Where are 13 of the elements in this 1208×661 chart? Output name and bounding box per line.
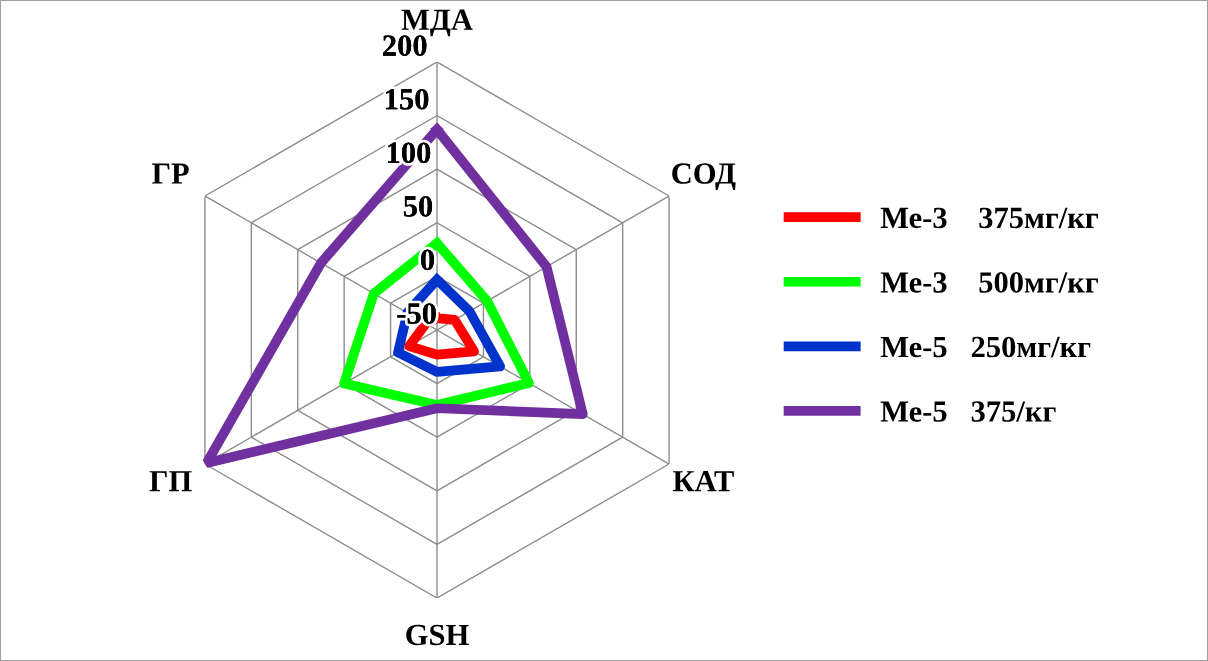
spoke-label: КАТ xyxy=(672,470,734,492)
spoke-label: МДА xyxy=(401,9,473,37)
y-tick-label: 200 xyxy=(383,35,427,56)
legend-label: Ме-3 500мг/кг xyxy=(880,272,1098,293)
y-tick-label: 150 xyxy=(386,88,429,110)
legend-label: Ме-5 250мг/кг xyxy=(880,336,1091,358)
spoke-label: СОД xyxy=(672,163,736,191)
spoke-label: ГР xyxy=(152,163,189,184)
spoke-label: GSH xyxy=(406,624,469,646)
legend-label: Ме-5 375/кг xyxy=(880,401,1056,422)
legend-label: Ме-3 375мг/кг xyxy=(880,207,1098,229)
spoke-label: ГП xyxy=(149,471,192,492)
y-tick-label: 50 xyxy=(403,196,433,217)
